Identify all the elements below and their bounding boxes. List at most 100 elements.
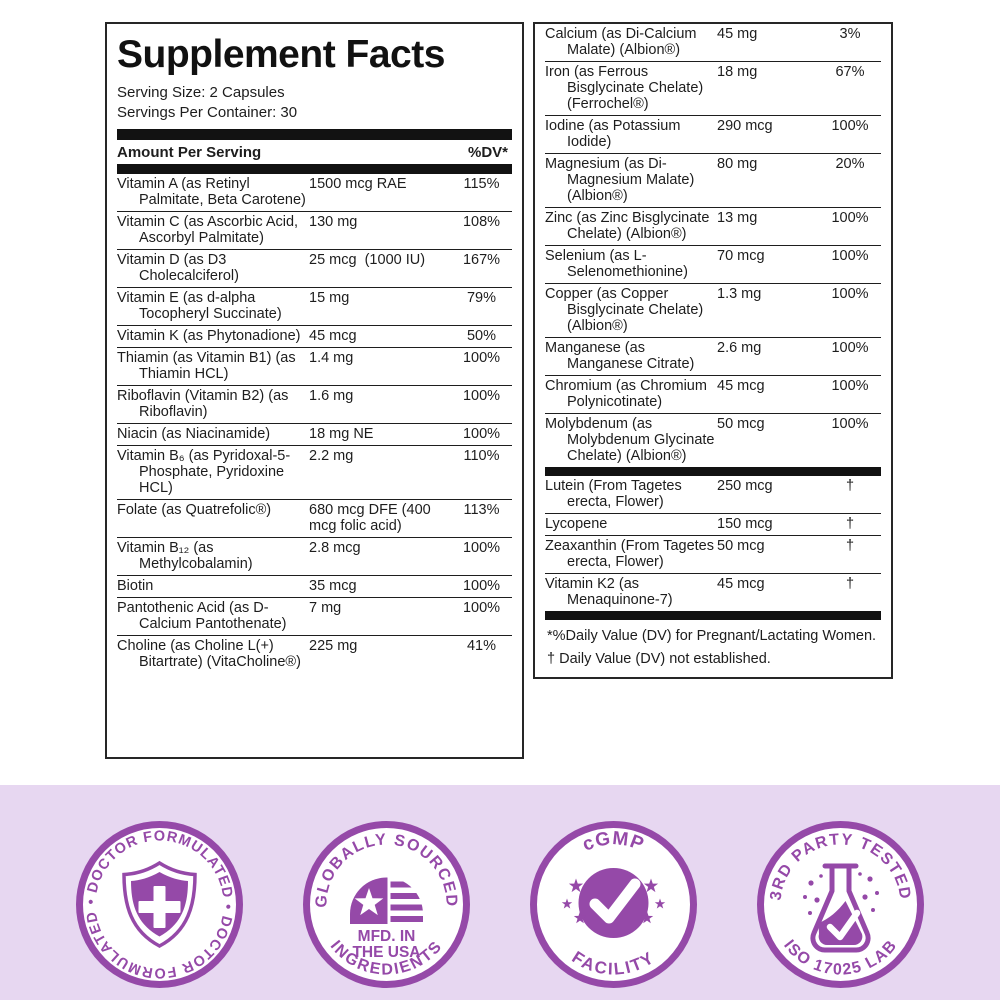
nutrient-dv: 100% <box>462 540 501 556</box>
column-header: Amount Per Serving %DV* <box>117 140 512 164</box>
footnote-dagger: † Daily Value (DV) not established. <box>547 651 771 667</box>
dv-header: %DV* <box>467 144 508 161</box>
table-row: Choline (as Choline L(+) Bitartrate) (Vi… <box>117 635 512 673</box>
nutrient-name: Thiamin (as Vitamin B1) (as Thiamin HCL) <box>117 350 296 382</box>
table-row: Manganese (as Manganese Citrate) 2.6 mg … <box>545 337 881 375</box>
table-row: Riboflavin (Vitamin B2) (as Riboflavin) … <box>117 385 512 423</box>
table-row: Vitamin C (as Ascorbic Acid, Ascorbyl Pa… <box>117 211 512 249</box>
nutrient-amount: 35 mcg <box>309 578 357 594</box>
check-circle-icon <box>561 868 666 938</box>
nutrient-name: Folate (as Quatrefolic®) <box>117 502 272 518</box>
table-row: Zeaxanthin (From Tagetes erecta, Flower)… <box>545 535 881 573</box>
nutrient-name: Vitamin A (as Retinyl Palmitate, Beta Ca… <box>117 176 306 208</box>
shield-cross-icon <box>122 860 197 948</box>
nutrient-dv: 100% <box>462 600 501 616</box>
nutrient-name: Vitamin B₆ (as Pyridoxal-5-Phosphate, Py… <box>117 448 291 496</box>
table-row: Vitamin D (as D3 Cholecalciferol) 25 mcg… <box>117 249 512 287</box>
nutrient-name: Magnesium (as Di-Magnesium Malate) (Albi… <box>545 156 695 204</box>
footnote-dv: *%Daily Value (DV) for Pregnant/Lactatin… <box>547 628 877 644</box>
nutrient-amount: 290 mcg <box>717 118 773 134</box>
nutrient-amount: 2.8 mcg <box>309 540 361 556</box>
nutrient-name: Chromium (as Chromium Polynicotinate) <box>545 378 707 410</box>
nutrient-amount: 13 mg <box>717 210 758 226</box>
nutrient-name: Lycopene <box>545 516 608 532</box>
table-row: Niacin (as Niacinamide) 18 mg NE 100% <box>117 423 512 445</box>
nutrient-dv: 115% <box>463 176 500 192</box>
nutrient-dv: † <box>845 576 855 592</box>
table-row: Magnesium (as Di-Magnesium Malate) (Albi… <box>545 153 881 207</box>
supplement-facts-panel-left: Supplement Facts Serving Size: 2 Capsule… <box>105 22 524 759</box>
nutrient-dv: † <box>845 516 855 532</box>
cgmp-facility-badge: cGMP FACILITY <box>530 821 697 988</box>
nutrient-amount: 1.3 mg <box>717 286 762 302</box>
nutrient-rows-right: Calcium (as Di-Calcium Malate) (Albion®)… <box>545 24 881 467</box>
table-row: Vitamin E (as d-alpha Tocopheryl Succina… <box>117 287 512 325</box>
mfd-line2: THE USA <box>352 944 420 961</box>
table-row: Folate (as Quatrefolic®) 680 mcg DFE (40… <box>117 499 512 537</box>
nutrient-dv: † <box>845 538 855 554</box>
nutrient-dv: 100% <box>831 118 869 134</box>
lab-flask-icon <box>803 863 879 953</box>
nutrient-dv: 3% <box>839 26 861 42</box>
nutrient-amount: 2.2 mg <box>309 448 354 464</box>
table-row: Lycopene 150 mcg † <box>545 513 881 535</box>
table-row: Iodine (as Potassium Iodide) 290 mcg 100… <box>545 115 881 153</box>
nutrient-name: Zeaxanthin (From Tagetes erecta, Flower) <box>545 538 714 570</box>
nutrient-name: Selenium (as L-Selenomethionine) <box>545 248 688 280</box>
nutrient-dv: 41% <box>466 638 497 654</box>
nutrient-amount: 45 mg <box>717 26 758 42</box>
nutrient-dv: 100% <box>831 248 869 264</box>
nutrient-amount: 1.4 mg <box>309 350 354 366</box>
nutrient-name: Vitamin K (as Phytonadione) <box>117 328 301 344</box>
nutrient-dv: 67% <box>835 64 865 80</box>
nutrient-dv: 100% <box>462 388 501 404</box>
nutrient-dv: 100% <box>462 426 501 442</box>
nutrient-dv: 100% <box>462 578 501 594</box>
nutrient-name: Molybdenum (as Molybdenum Glycinate Chel… <box>545 416 715 464</box>
table-row: Copper (as Copper Bisglycinate Chelate) … <box>545 283 881 337</box>
table-row: Pantothenic Acid (as D-Calcium Pantothen… <box>117 597 512 635</box>
nutrient-amount: 45 mcg <box>717 576 765 592</box>
badge-band: • DOCTOR FORMULATED • DOCTOR FORMULATED … <box>0 785 1000 1000</box>
table-row: Zinc (as Zinc Bisglycinate Chelate) (Alb… <box>545 207 881 245</box>
nutrient-amount: 7 mg <box>309 600 342 616</box>
nutrient-amount: 50 mcg <box>717 538 765 554</box>
nutrient-name: Iodine (as Potassium Iodide) <box>545 118 681 150</box>
nutrient-amount: 1500 mcg RAE <box>309 176 407 192</box>
footnotes: *%Daily Value (DV) for Pregnant/Lactatin… <box>545 620 881 677</box>
nutrient-amount: 70 mcg <box>717 248 765 264</box>
divider-bar <box>545 611 881 620</box>
divider-bar <box>545 467 881 476</box>
serving-size: Serving Size: 2 Capsules <box>117 84 285 101</box>
third-party-tested-badge: 3RD PARTY TESTED ISO 17025 LAB <box>757 821 924 988</box>
nutrient-amount: 680 mcg DFE (400 mcg folic acid) <box>309 502 435 534</box>
nutrient-name: Vitamin E (as d-alpha Tocopheryl Succina… <box>117 290 282 322</box>
nutrient-dv: 113% <box>463 502 500 518</box>
table-row: Vitamin K2 (as Menaquinone-7) 45 mcg † <box>545 573 881 611</box>
table-row: Selenium (as L-Selenomethionine) 70 mcg … <box>545 245 881 283</box>
nutrient-rows-left: Vitamin A (as Retinyl Palmitate, Beta Ca… <box>117 174 512 673</box>
nutrient-dv: 79% <box>466 290 497 306</box>
supplement-facts-panel-right: Calcium (as Di-Calcium Malate) (Albion®)… <box>533 22 893 679</box>
nutrient-amount: 80 mg <box>717 156 758 172</box>
nutrient-amount: 45 mcg <box>717 378 765 394</box>
nutrient-amount: 250 mcg <box>717 478 773 494</box>
nutrient-dv: 167% <box>462 252 501 268</box>
nutrient-name: Zinc (as Zinc Bisglycinate Chelate) (Alb… <box>545 210 710 242</box>
nutrient-amount: 15 mg <box>309 290 350 306</box>
nutrient-dv: † <box>845 478 855 494</box>
nutrient-name: Pantothenic Acid (as D-Calcium Pantothen… <box>117 600 287 632</box>
nutrient-name: Calcium (as Di-Calcium Malate) (Albion®) <box>545 26 697 58</box>
table-row: Chromium (as Chromium Polynicotinate) 45… <box>545 375 881 413</box>
globally-sourced-badge: GLOBALLY SOURCED INGREDIENTS MFD. IN THE… <box>303 821 470 988</box>
nutrient-amount: 18 mg <box>717 64 758 80</box>
nutrient-dv: 100% <box>831 286 869 302</box>
table-row: Lutein (From Tagetes erecta, Flower) 250… <box>545 476 881 513</box>
nutrient-amount: 50 mcg <box>717 416 765 432</box>
nutrient-dv: 100% <box>462 350 501 366</box>
table-row: Iron (as Ferrous Bisglycinate Chelate) (… <box>545 61 881 115</box>
nutrient-name: Iron (as Ferrous Bisglycinate Chelate) (… <box>545 64 704 112</box>
nutrient-name: Riboflavin (Vitamin B2) (as Riboflavin) <box>117 388 289 420</box>
nutrient-dv: 100% <box>831 378 869 394</box>
